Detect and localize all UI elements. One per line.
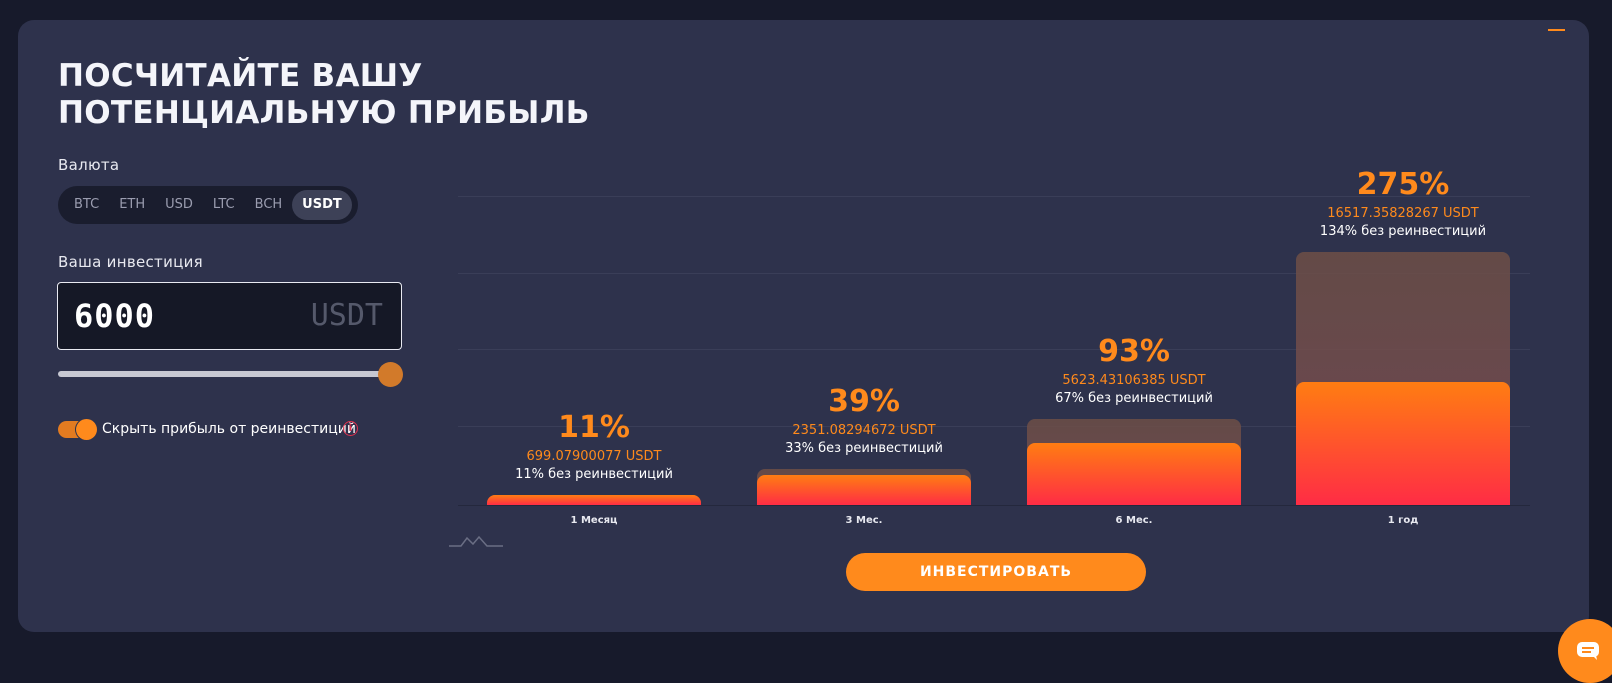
chat-icon [1577,642,1599,660]
minimize-icon[interactable] [1548,29,1565,31]
currency-tab-btc[interactable]: BTC [74,197,100,212]
no-reinvest-label: 134% без реинвестиций [1319,224,1487,239]
investment-input[interactable]: 6000 USDT [57,282,402,350]
invest-button[interactable]: ИНВЕСТИРОВАТЬ [846,553,1146,591]
percent-label: 39% [828,384,900,420]
x-tick-label: 1 год [1387,515,1419,526]
bar-no-reinvest-2 [1027,443,1241,505]
title-line-1: ПОСЧИТАЙТЕ ВАШУ [58,58,423,94]
investment-slider-thumb[interactable] [378,362,403,387]
investment-unit: USDT [310,298,383,333]
wave-logo-icon [449,535,503,547]
amount-label: 16517.35828267 USDT [1327,206,1479,221]
currency-tab-eth[interactable]: ETH [119,197,146,212]
percent-label: 11% [558,409,630,445]
bar-no-reinvest-1 [757,474,971,505]
amount-label: 699.07900077 USDT [526,448,662,464]
currency-tab-usdt[interactable]: USDT [292,190,352,220]
percent-label: 93% [1098,334,1170,370]
no-reinvest-label: 33% без реинвестиций [785,441,943,457]
currency-label: Валюта [58,156,120,174]
amount-label: 5623.43106385 USDT [1062,373,1206,389]
toggle-knob[interactable] [76,419,97,440]
grid-line [458,349,1530,350]
title-line-2: ПОТЕНЦИАЛЬНУЮ ПРИБЫЛЬ [58,95,590,131]
percent-label: 275% [1356,167,1450,202]
currency-tab-usd[interactable]: USD [165,197,193,212]
amount-label: 2351.08294672 USDT [792,423,936,439]
bar-no-reinvest-0 [487,494,701,505]
currency-selector: BTC ETH USD LTC BCH USDT [58,186,358,224]
investment-value[interactable]: 6000 [74,297,156,335]
hide-reinvest-toggle[interactable] [58,419,97,440]
info-icon[interactable]: i [343,421,358,436]
x-tick-label: 3 Мес. [845,515,883,526]
hide-reinvest-label: Скрыть прибыль от реинвестиций [102,421,356,437]
no-reinvest-label: 11% без реинвестиций [515,466,673,482]
grid-line [458,426,1530,427]
currency-tab-bch[interactable]: BCH [254,197,283,212]
investment-label: Ваша инвестиция [58,253,204,271]
no-reinvest-label: 67% без реинвестиций [1055,391,1213,407]
chat-button[interactable] [1558,619,1612,683]
currency-tab-ltc[interactable]: LTC [212,197,235,212]
investment-slider-track[interactable] [58,371,393,377]
x-tick-label: 1 Месяц [570,515,618,526]
grid-line [458,273,1530,274]
chart-baseline [458,505,1530,506]
page-title: ПОСЧИТАЙТЕ ВАШУ ПОТЕНЦИАЛЬНУЮ ПРИБЫЛЬ [58,58,618,132]
grid-line [458,196,1530,197]
bar-no-reinvest-3 [1296,381,1510,505]
x-tick-label: 6 Мес. [1115,515,1153,526]
